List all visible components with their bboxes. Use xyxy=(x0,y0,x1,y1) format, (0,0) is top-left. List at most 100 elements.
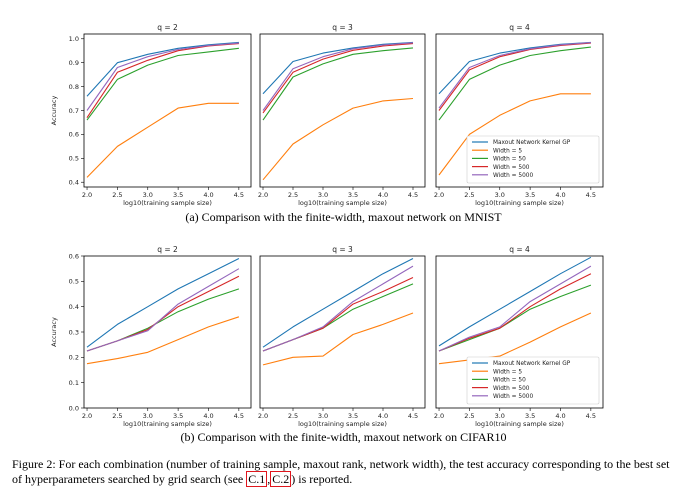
figure-caption: Figure 2: For each combination (number o… xyxy=(12,457,677,487)
x-axis-label: log10(training sample size) xyxy=(123,420,212,428)
series-line xyxy=(86,316,240,365)
series-line xyxy=(262,283,414,352)
x-tick-label: 2.5 xyxy=(464,412,474,420)
y-tick-label: 0.4 xyxy=(69,303,79,311)
series-line xyxy=(86,258,240,348)
x-tick-label: 2.0 xyxy=(82,191,92,199)
y-axis-label: Accuracy xyxy=(50,317,58,347)
y-tick-label: 0.3 xyxy=(69,328,79,336)
series-line xyxy=(262,41,414,95)
y-axis-label: Accuracy xyxy=(50,96,58,126)
caption-separator: , xyxy=(267,472,271,486)
series-line xyxy=(262,42,414,111)
panel-title: q = 4 xyxy=(509,245,530,254)
legend-entry: Width = 5000 xyxy=(493,173,533,179)
plot-frame xyxy=(435,33,604,188)
legend-entry: Maxout Network Kernel GP xyxy=(493,361,571,367)
y-tick-label: 0.6 xyxy=(69,131,79,139)
series-line xyxy=(86,102,239,178)
reference-link-c2[interactable]: C.2 xyxy=(270,471,292,487)
series-line xyxy=(262,265,414,352)
x-tick-label: 4.0 xyxy=(555,191,565,199)
plot-frame xyxy=(83,255,252,409)
series-line xyxy=(438,46,591,121)
series-line xyxy=(438,312,592,365)
panel-title: q = 4 xyxy=(509,23,530,32)
x-tick-label: 4.0 xyxy=(203,191,213,199)
x-tick-label: 2.5 xyxy=(112,412,122,420)
x-tick-label: 3.5 xyxy=(348,412,358,420)
series-line xyxy=(438,265,592,352)
chart-panel-cifar-q2: q = 2 2.0 2.5 3.0 3.5 4.0 4.5 log10(training sa… xyxy=(50,245,252,428)
x-tick-label: 2.0 xyxy=(258,412,268,420)
x-tick-label: 2.5 xyxy=(288,412,298,420)
x-tick-label: 3.5 xyxy=(173,412,183,420)
legend-entry: Width = 50 xyxy=(493,157,526,163)
series-line xyxy=(86,41,239,97)
y-tick-label: 1.0 xyxy=(69,35,79,43)
x-tick-label: 3.5 xyxy=(525,412,535,420)
x-tick-label: 3.5 xyxy=(348,191,358,199)
legend-entry: Width = 50 xyxy=(493,378,526,384)
reference-link-c1[interactable]: C.1 xyxy=(246,471,268,487)
x-tick-label: 3.0 xyxy=(143,191,153,199)
y-tick-label: 0.4 xyxy=(69,179,79,187)
series-line xyxy=(86,47,239,121)
x-tick-label: 4.0 xyxy=(378,412,388,420)
y-tick-label: 0.6 xyxy=(69,252,79,260)
x-tick-label: 4.5 xyxy=(408,191,418,199)
x-tick-label: 3.0 xyxy=(143,412,153,420)
series-line xyxy=(438,256,592,347)
series-line xyxy=(86,275,240,352)
series-line xyxy=(438,93,591,176)
y-tick-label: 0.5 xyxy=(69,278,79,286)
x-tick-label: 2.0 xyxy=(258,191,268,199)
y-tick-label: 0.8 xyxy=(69,83,79,91)
x-tick-label: 3.0 xyxy=(318,191,328,199)
y-tick-label: 0.0 xyxy=(69,404,79,412)
series-line xyxy=(438,273,592,352)
series-line xyxy=(86,42,239,111)
x-axis-label: log10(training sample size) xyxy=(298,199,387,207)
x-tick-label: 3.5 xyxy=(525,191,535,199)
series-line xyxy=(86,43,239,119)
x-tick-label: 4.5 xyxy=(408,412,418,420)
x-tick-label: 4.5 xyxy=(234,412,244,420)
series-line xyxy=(262,47,414,121)
x-tick-label: 2.0 xyxy=(434,191,444,199)
x-tick-label: 4.5 xyxy=(586,191,596,199)
series-line xyxy=(262,258,414,348)
y-tick-label: 0.7 xyxy=(69,107,79,115)
x-tick-label: 2.5 xyxy=(288,191,298,199)
legend-entry: Width = 500 xyxy=(493,386,530,392)
y-tick-label: 0.1 xyxy=(69,379,79,387)
panel-title: q = 2 xyxy=(157,23,178,32)
series-line xyxy=(262,312,414,366)
chart-panel-mnist-q3: q = 3 2.0 2.5 3.0 3.5 4.0 4.5 log10(training sa… xyxy=(258,23,426,207)
panel-title: q = 3 xyxy=(332,23,353,32)
legend: Maxout Network Kernel GP Width = 5 Width =… xyxy=(466,356,600,405)
x-tick-label: 2.5 xyxy=(464,191,474,199)
x-axis-label: log10(training sample size) xyxy=(475,420,564,428)
legend-box xyxy=(466,356,600,405)
x-tick-label: 4.5 xyxy=(234,191,244,199)
legend-entry: Maxout Network Kernel GP xyxy=(493,140,571,146)
subfigure-b-caption: (b) Comparison with the finite-width, ma… xyxy=(180,430,507,444)
chart-panel-cifar-q4: q = 4 2.0 2.5 3.0 3.5 4.0 4.5 log10(training sa… xyxy=(434,245,604,428)
y-tick-label: 0.2 xyxy=(69,354,79,362)
y-tick-label: 0.9 xyxy=(69,59,79,67)
plot-frame xyxy=(259,255,426,409)
x-tick-label: 2.0 xyxy=(434,412,444,420)
chart-panel-mnist-q4: q = 4 2.0 2.5 3.0 3.5 4.0 4.5 log10(training sa… xyxy=(434,23,604,207)
panel-title: q = 2 xyxy=(157,245,178,254)
x-tick-label: 3.0 xyxy=(318,412,328,420)
legend-box xyxy=(466,135,600,184)
panel-title: q = 3 xyxy=(332,245,353,254)
series-line xyxy=(86,268,240,352)
x-axis-label: log10(training sample size) xyxy=(298,420,387,428)
x-tick-label: 2.0 xyxy=(82,412,92,420)
chart-panel-cifar-q3: q = 3 2.0 2.5 3.0 3.5 4.0 4.5 log10(training sa… xyxy=(258,245,426,428)
x-tick-label: 3.0 xyxy=(495,191,505,199)
plot-frame xyxy=(259,33,426,188)
